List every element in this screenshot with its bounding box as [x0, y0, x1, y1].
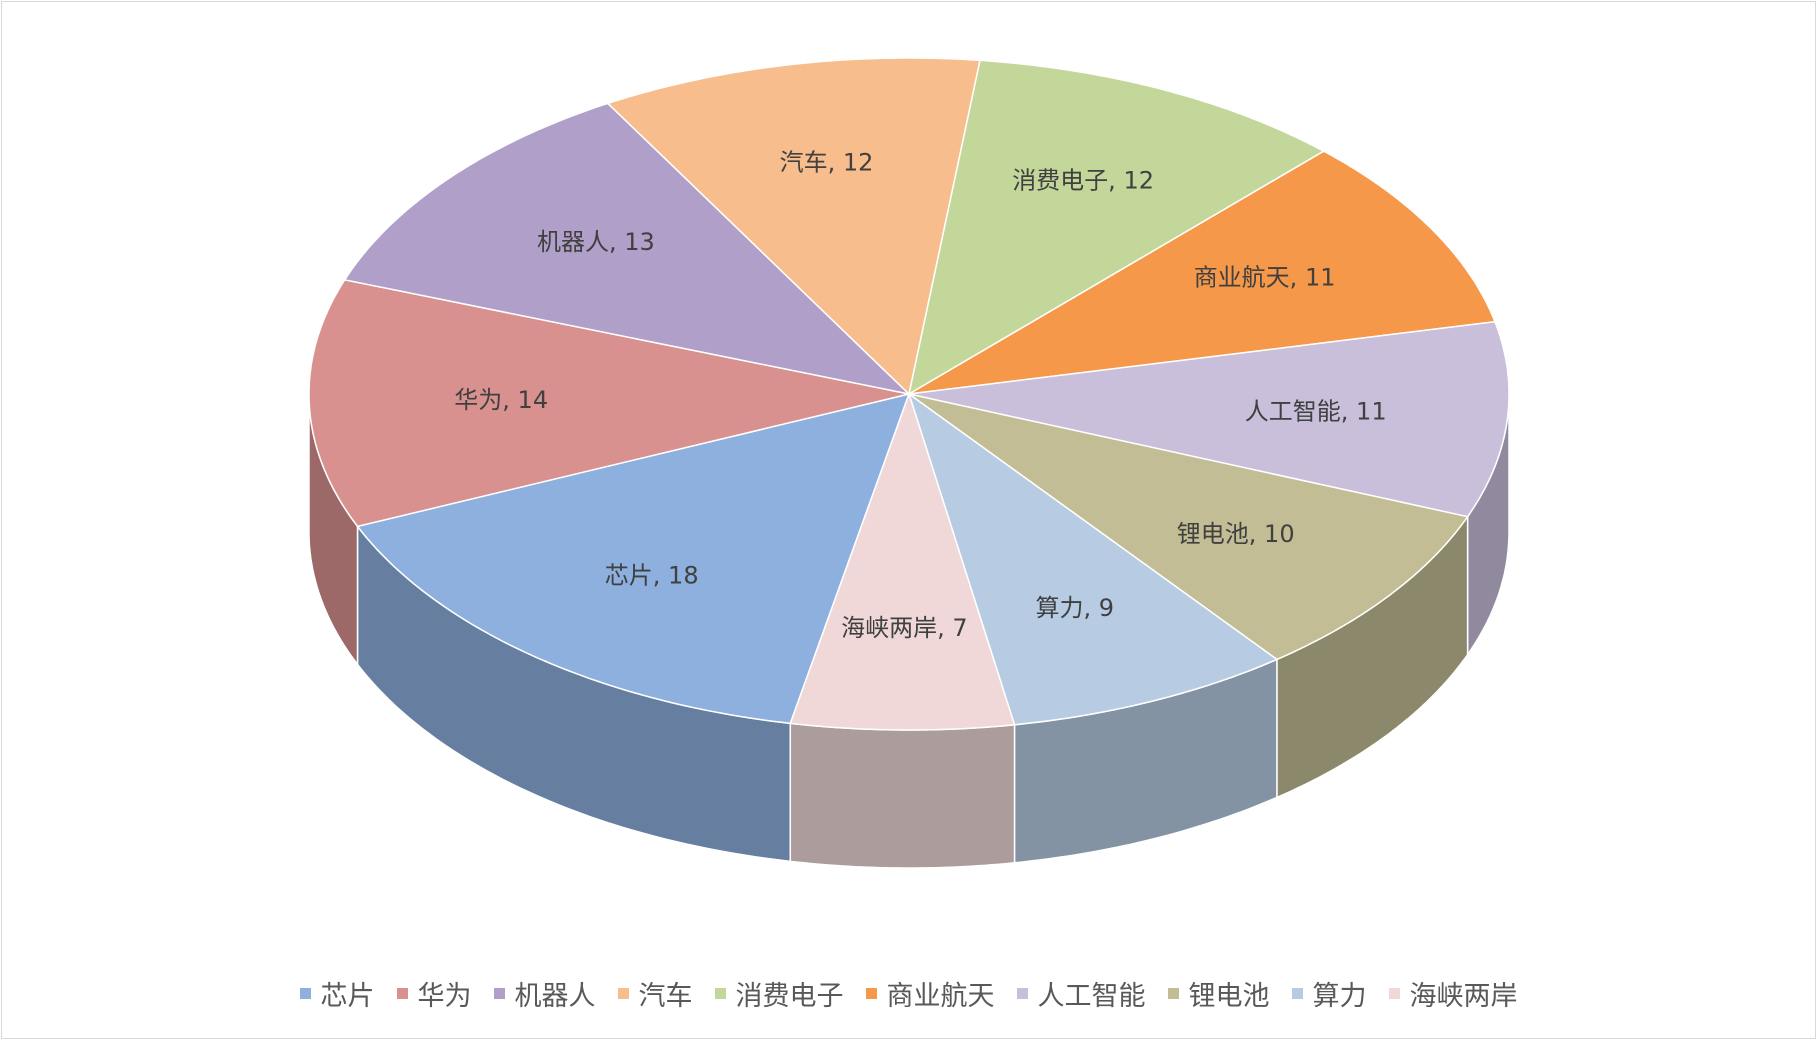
data-label-6: 人工智能, 11	[1245, 397, 1387, 425]
data-label-2: 机器人, 13	[537, 228, 655, 256]
legend-label: 汽车	[639, 974, 693, 1013]
legend-label: 人工智能	[1038, 974, 1146, 1013]
legend-label: 商业航天	[887, 974, 995, 1013]
legend-swatch	[715, 988, 726, 999]
legend-item-0: 芯片	[300, 974, 375, 1013]
legend-label: 锂电池	[1189, 974, 1270, 1013]
legend-label: 华为	[418, 974, 472, 1013]
legend-label: 芯片	[321, 974, 375, 1013]
legend-swatch	[1017, 988, 1028, 999]
legend-item-5: 商业航天	[866, 974, 995, 1013]
legend-label: 算力	[1313, 974, 1367, 1013]
legend-label: 海峡两岸	[1410, 974, 1518, 1013]
legend-swatch	[1389, 988, 1400, 999]
legend-item-9: 海峡两岸	[1389, 974, 1518, 1013]
legend-swatch	[1168, 988, 1179, 999]
data-label-9: 海峡两岸, 7	[841, 614, 968, 642]
data-label-5: 商业航天, 11	[1194, 264, 1336, 292]
legend-swatch	[618, 988, 629, 999]
legend: 芯片 华为 机器人 汽车 消费电子 商业航天 人工智能 锂电池 算力 海峡两岸	[2, 974, 1815, 1013]
data-label-8: 算力, 9	[1036, 594, 1115, 622]
legend-swatch	[866, 988, 877, 999]
legend-item-8: 算力	[1292, 974, 1367, 1013]
data-label-4: 消费电子, 12	[1012, 166, 1154, 194]
data-label-0: 芯片, 18	[605, 562, 699, 590]
data-label-1: 华为, 14	[454, 386, 548, 414]
data-label-3: 汽车, 12	[780, 149, 874, 177]
legend-swatch	[1292, 988, 1303, 999]
legend-item-7: 锂电池	[1168, 974, 1270, 1013]
legend-item-6: 人工智能	[1017, 974, 1146, 1013]
data-label-7: 锂电池, 10	[1177, 520, 1295, 548]
legend-item-4: 消费电子	[715, 974, 844, 1013]
legend-item-2: 机器人	[494, 974, 596, 1013]
legend-swatch	[300, 988, 311, 999]
legend-item-3: 汽车	[618, 974, 693, 1013]
pie-wall-9	[790, 723, 1014, 868]
legend-item-1: 华为	[397, 974, 472, 1013]
legend-swatch	[397, 988, 408, 999]
legend-swatch	[494, 988, 505, 999]
legend-label: 消费电子	[736, 974, 844, 1013]
legend-label: 机器人	[515, 974, 596, 1013]
